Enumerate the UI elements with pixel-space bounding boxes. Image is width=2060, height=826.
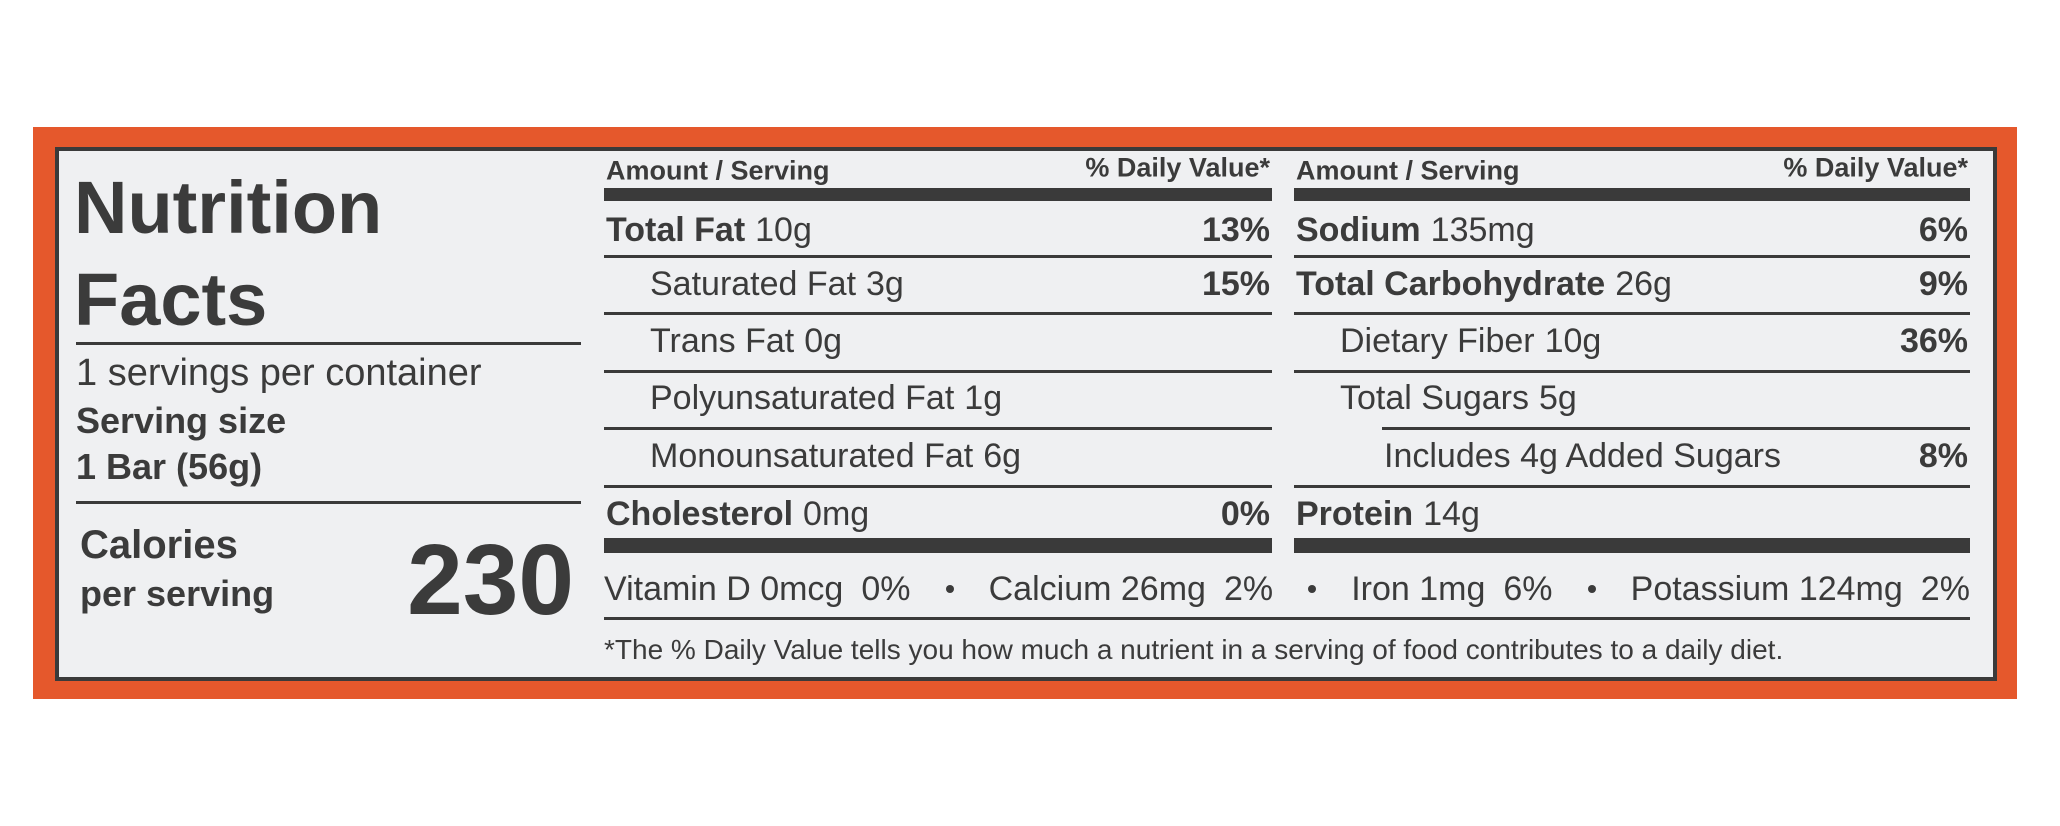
daily-value: 0% — [1220, 495, 1270, 533]
nutrient-name: Polyunsaturated Fat — [650, 379, 955, 417]
vitamin-dv: 2% — [1223, 569, 1274, 608]
nutrient-name: Protein — [1296, 495, 1414, 533]
nutrient-amount: 135mg — [1430, 211, 1535, 249]
daily-value: 36% — [1899, 322, 1968, 360]
nutrient-amount: 5g — [1539, 379, 1577, 417]
nutrient-name: Total Sugars — [1340, 379, 1529, 417]
rule — [1294, 255, 1970, 258]
vitamin-dv: 0% — [861, 569, 911, 608]
rule — [604, 312, 1272, 315]
vitamin-name: Iron 1mg — [1351, 569, 1486, 608]
rule — [76, 501, 581, 504]
rule — [604, 370, 1272, 373]
calories-label: per serving — [80, 573, 275, 614]
calories: 230 — [407, 524, 574, 636]
title: Nutrition — [74, 166, 383, 249]
rule — [604, 427, 1272, 430]
daily-value: 13% — [1201, 211, 1270, 249]
nutrient-amount: 0mg — [803, 495, 870, 533]
nutrient-amount: 0g — [804, 322, 843, 360]
rule — [1294, 370, 1970, 373]
nutrient-name: Monounsaturated Fat — [650, 437, 974, 475]
nutrient-name: Dietary Fiber — [1340, 322, 1535, 360]
daily-value: 8% — [1918, 437, 1968, 475]
rule — [604, 485, 1272, 488]
rule — [604, 255, 1272, 258]
nutrient-amount: 3g — [866, 265, 904, 303]
nutrient-amount: 6g — [983, 437, 1022, 475]
vitamin: Calcium 26mg 2% — [989, 570, 1273, 609]
nutrient-name: Includes 4g Added Sugars — [1384, 437, 1781, 475]
rule — [604, 617, 1970, 620]
vitamin-dv: 2% — [1920, 569, 1970, 608]
vitamin: Vitamin D 0mcg 0% — [604, 570, 911, 609]
vitamin-name: Potassium 124mg — [1630, 569, 1903, 608]
vitamins-row: Vitamin D 0mcg 0% Calcium 26mg 2% Iron 1mg 6%… — [604, 568, 1970, 610]
nutrient-name: Total Carbohydrate — [1296, 265, 1606, 303]
nutrient-name: Sodium — [1296, 211, 1421, 249]
amount-header: Amount / Serving — [606, 155, 830, 186]
bullet — [1308, 585, 1317, 593]
servings: 1 servings per container — [76, 352, 482, 394]
rule — [76, 342, 581, 345]
rule — [1294, 485, 1970, 488]
bullet — [945, 585, 954, 593]
vitamin: Potassium 124mg 2% — [1631, 570, 1970, 609]
vitamin-name: Calcium 26mg — [988, 569, 1206, 608]
rule — [1294, 538, 1970, 553]
nutrient-amount: 10g — [755, 211, 812, 249]
serving-size-label: Serving size — [76, 400, 287, 441]
nutrient-amount: 10g — [1544, 322, 1602, 360]
nutrient-amount: 26g — [1615, 265, 1672, 303]
nutrient-amount: 14g — [1423, 495, 1480, 533]
title: Facts — [74, 258, 268, 341]
rule — [604, 188, 1272, 201]
nutrient-name: Trans Fat — [650, 322, 795, 360]
vitamin-name: Vitamin D 0mcg — [604, 569, 844, 608]
daily-value: 15% — [1201, 265, 1270, 303]
nutrient-amount: 1g — [964, 379, 1003, 417]
amount-header: Amount / Serving — [1296, 155, 1520, 186]
dv-header: % Daily Value* — [1783, 152, 1968, 183]
rule — [1382, 427, 1970, 430]
serving-size: 1 Bar (56g) — [76, 446, 263, 487]
vitamin: Iron 1mg 6% — [1351, 570, 1552, 609]
nutrient-name: Saturated Fat — [650, 265, 857, 303]
daily-value: 9% — [1918, 265, 1968, 303]
rule — [1294, 188, 1970, 201]
bullet — [1587, 585, 1596, 593]
rule — [1294, 312, 1970, 315]
rule — [604, 538, 1272, 553]
vitamin-dv: 6% — [1503, 569, 1553, 608]
calories-label: Calories — [80, 523, 238, 567]
nutrient-name: Cholesterol — [606, 495, 794, 533]
footnote: *The % Daily Value tells you how much a … — [604, 634, 1784, 665]
daily-value: 6% — [1918, 211, 1968, 249]
nutrient-name: Total Fat — [606, 211, 746, 249]
dv-header: % Daily Value* — [1085, 152, 1270, 183]
nutrition-panel — [55, 147, 1997, 681]
